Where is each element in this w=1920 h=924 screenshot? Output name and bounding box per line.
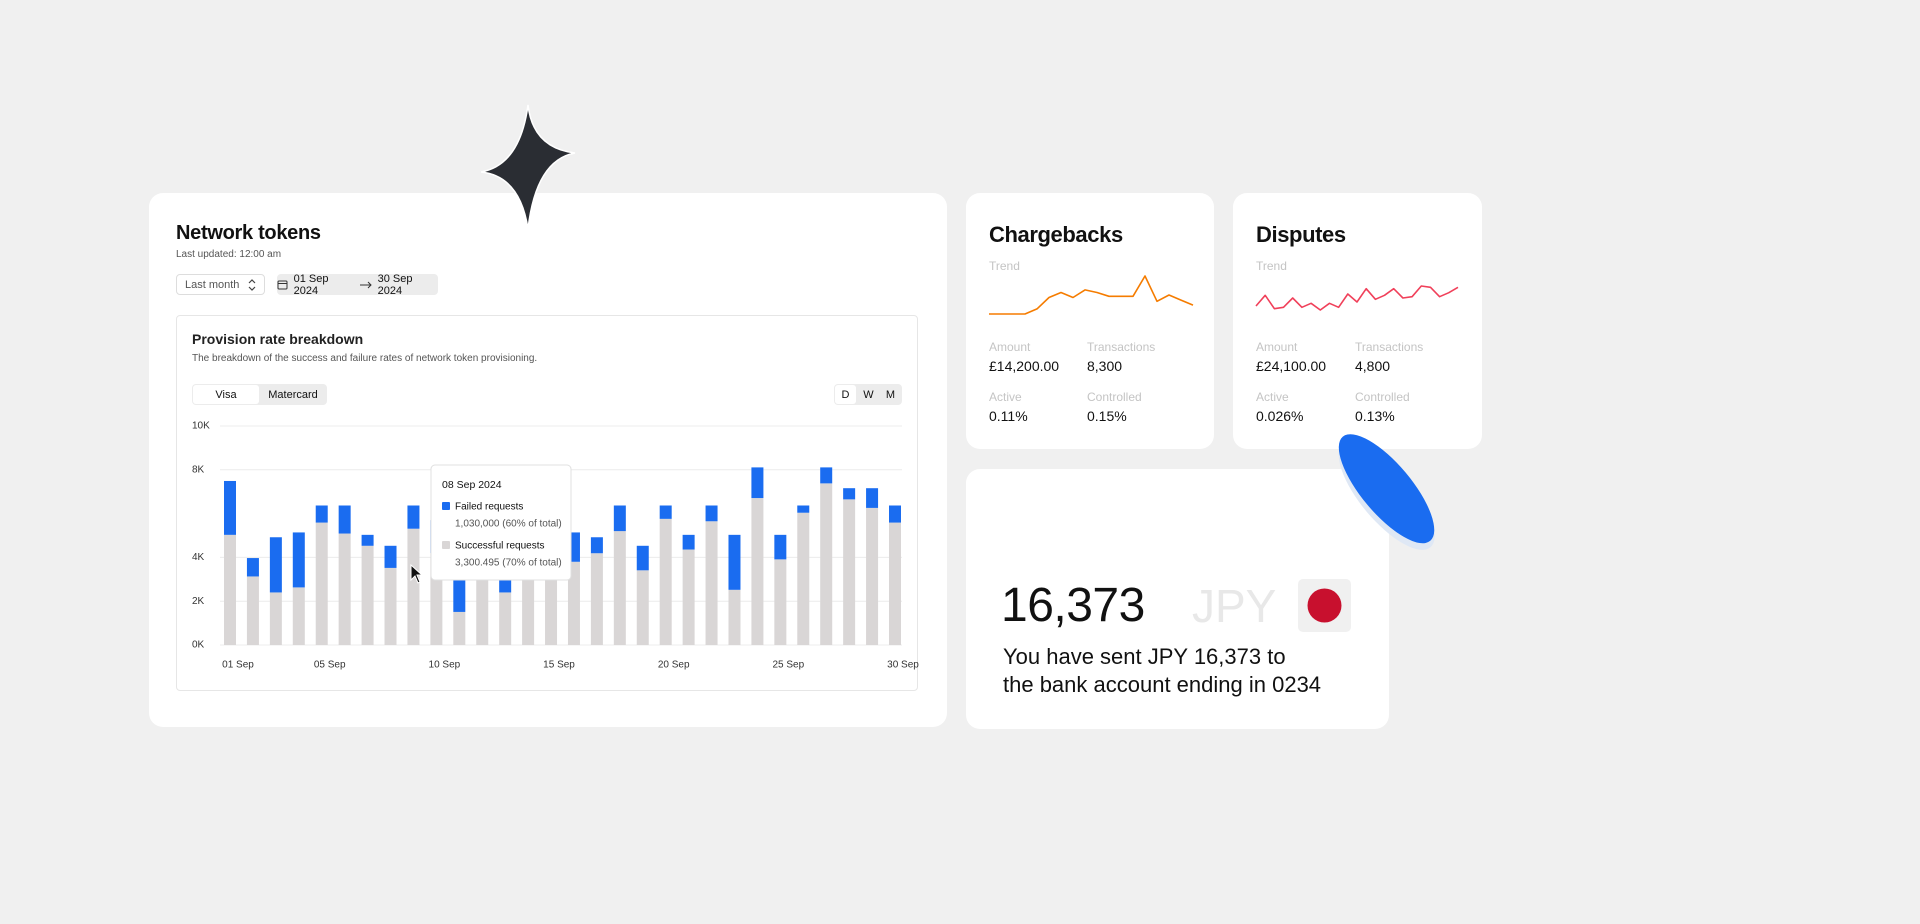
- trend-label: Trend: [1256, 259, 1287, 273]
- transfer-currency: JPY: [1192, 580, 1277, 632]
- arrow-icon: [360, 281, 372, 288]
- mastercard-tab[interactable]: Matercard: [268, 388, 318, 401]
- visa-tab[interactable]: Visa: [193, 385, 259, 404]
- stat-label: Transactions: [1355, 340, 1424, 354]
- japan-flag: [1307, 588, 1342, 623]
- day-tab[interactable]: D: [835, 385, 856, 404]
- date-range[interactable]: 01 Sep 2024 30 Sep 2024: [277, 272, 438, 297]
- stat-value: £14,200.00: [989, 358, 1060, 374]
- stat-value: 8,300: [1087, 358, 1123, 374]
- transfer-message: You have sent JPY 16,373 to: [1003, 644, 1286, 669]
- stat-value: 0.15%: [1087, 408, 1127, 424]
- month-tab[interactable]: M: [885, 388, 896, 401]
- transfer-amount: 16,373: [1001, 579, 1145, 632]
- disputes-card: [1233, 193, 1482, 449]
- card-title: Network tokens: [176, 222, 321, 244]
- last-updated: Last updated: 12:00 am: [176, 249, 282, 260]
- chargebacks-card: [966, 193, 1214, 449]
- stat-label: Transactions: [1087, 340, 1156, 354]
- chargebacks-title: Chargebacks: [989, 222, 1123, 247]
- period-select[interactable]: Last month: [176, 274, 265, 295]
- transfer-message: the bank account ending in 0234: [1003, 672, 1322, 697]
- week-tab[interactable]: W: [863, 388, 874, 401]
- period-text: Last month: [185, 278, 240, 291]
- stat-value: 0.13%: [1355, 408, 1395, 424]
- stat-label: Amount: [989, 340, 1031, 354]
- disputes-title: Disputes: [1256, 222, 1346, 247]
- stat-label: Controlled: [1355, 390, 1410, 404]
- date-to: 30 Sep 2024: [377, 272, 413, 297]
- stat-value: 0.11%: [989, 408, 1028, 424]
- stat-value: 4,800: [1355, 358, 1391, 374]
- chart-panel: [176, 315, 918, 691]
- chart-subtitle: The breakdown of the success and failure…: [192, 353, 538, 364]
- stat-value: 0.026%: [1256, 408, 1304, 424]
- select-icon: [248, 279, 256, 291]
- stat-label: Controlled: [1087, 390, 1142, 404]
- stat-label: Active: [989, 390, 1022, 404]
- calendar-icon: [277, 280, 288, 290]
- stat-value: £24,100.00: [1256, 358, 1327, 374]
- flag-tile: [1298, 579, 1351, 632]
- date-from: 01 Sep 2024: [293, 272, 329, 297]
- stat-label: Active: [1256, 390, 1289, 404]
- stat-label: Amount: [1256, 340, 1298, 354]
- chart-title: Provision rate breakdown: [192, 331, 364, 347]
- trend-label: Trend: [989, 259, 1020, 273]
